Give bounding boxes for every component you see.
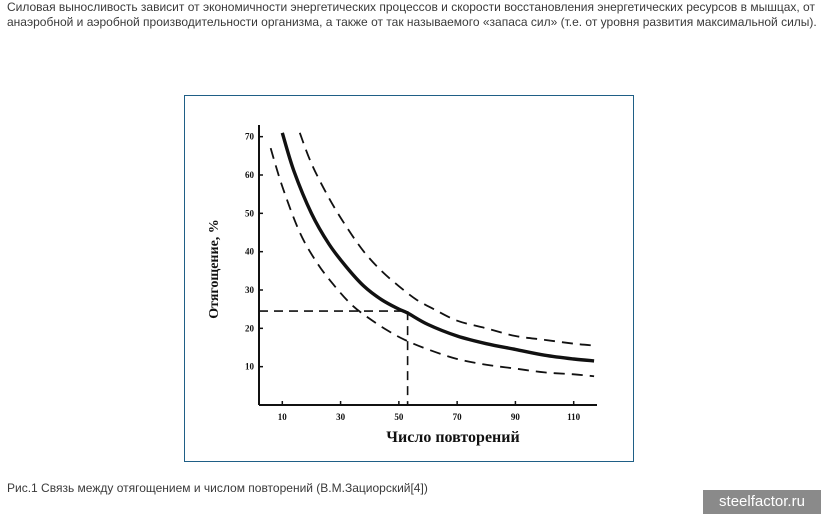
x-tick-label: 30 — [336, 412, 346, 422]
x-tick-label: 110 — [567, 412, 581, 422]
intro-paragraph: Силовая выносливость зависит от экономич… — [7, 0, 817, 29]
load-repetitions-chart: 10 20 30 40 50 60 70 10 30 50 70 90 110 Число повтор… — [207, 125, 597, 446]
y-tick-label: 30 — [245, 285, 255, 295]
y-tick-label: 50 — [245, 208, 255, 218]
dashed-bound-curve-2 — [269, 147, 595, 378]
x-tick-label: 50 — [394, 412, 404, 422]
site-watermark[interactable]: steelfactor.ru — [703, 490, 821, 514]
main-curve — [280, 132, 595, 363]
y-tick-label: 10 — [245, 362, 255, 372]
y-axis-title: Отягощение, % — [207, 219, 222, 319]
x-tick-label: 10 — [278, 412, 288, 422]
y-tick-label: 20 — [245, 323, 255, 333]
figure-caption: Рис.1 Связь между отягощением и числом п… — [7, 481, 428, 495]
x-tick-label: 70 — [453, 412, 463, 422]
x-tick-label: 90 — [511, 412, 521, 422]
y-tick-label: 40 — [245, 247, 255, 257]
x-axis-title: Число повторений — [386, 429, 519, 446]
chart-figure: 10 20 30 40 50 60 70 10 30 50 70 90 110 Число повтор… — [184, 95, 634, 462]
y-tick-label: 70 — [245, 132, 255, 142]
dashed-bound-curve-1 — [298, 132, 595, 347]
y-tick-label: 60 — [245, 170, 255, 180]
